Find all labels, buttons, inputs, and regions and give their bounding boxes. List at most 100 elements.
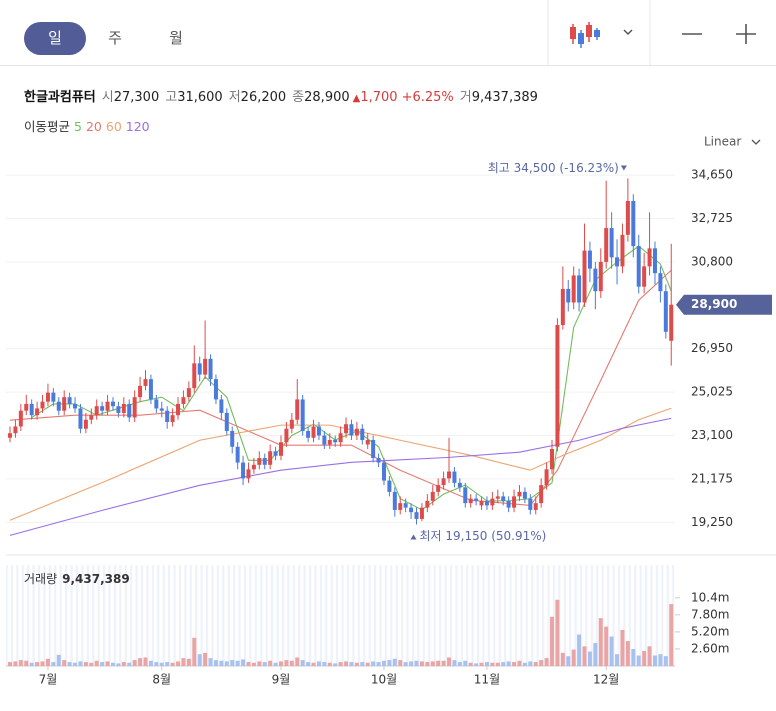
candle-body bbox=[555, 325, 560, 447]
volume-bar bbox=[192, 637, 197, 666]
candle-body bbox=[371, 440, 376, 459]
candle-body bbox=[78, 408, 83, 429]
candle-body bbox=[598, 261, 603, 292]
volume-bar bbox=[463, 660, 468, 666]
scale-label[interactable]: Linear bbox=[704, 135, 741, 149]
candle-body bbox=[197, 363, 202, 375]
candle-body bbox=[593, 268, 598, 292]
volume-bar bbox=[495, 662, 500, 666]
volume-value: 9,437,389 bbox=[62, 572, 130, 586]
candle-body bbox=[176, 403, 181, 416]
candle-body bbox=[512, 496, 517, 508]
zoom-in[interactable] bbox=[736, 24, 756, 44]
candle-body bbox=[647, 248, 652, 267]
volume-bar bbox=[105, 661, 110, 666]
stock-info: 한글과컴퓨터 시27,300 고31,600 저26,200 종28,900 ▲1,700… bbox=[24, 86, 538, 105]
candle-body bbox=[495, 496, 500, 499]
volume-bar bbox=[311, 662, 316, 666]
candle-body bbox=[484, 500, 489, 506]
candle-body bbox=[636, 246, 641, 287]
volume-bar bbox=[181, 658, 186, 666]
scale-chevron[interactable] bbox=[751, 139, 761, 145]
x-tick-label: 7월 bbox=[39, 673, 58, 687]
volume-bar bbox=[658, 654, 663, 666]
chart-type-icon[interactable] bbox=[570, 22, 600, 48]
volume-bar bbox=[306, 662, 311, 666]
candle-body bbox=[587, 250, 592, 269]
candle-body bbox=[501, 496, 506, 501]
volume-bar bbox=[425, 662, 430, 666]
volume-bar bbox=[457, 662, 462, 666]
volume-bar bbox=[636, 655, 641, 666]
volume-bar bbox=[436, 660, 441, 666]
candle-body bbox=[479, 500, 484, 506]
candle-body bbox=[83, 419, 88, 429]
tab[interactable]: 일 bbox=[24, 22, 86, 55]
candle-body bbox=[165, 410, 170, 422]
candle-body bbox=[89, 415, 94, 420]
info-value: 9,437,389 bbox=[471, 90, 538, 105]
volume-bar bbox=[360, 662, 365, 666]
dropdown-chevron[interactable] bbox=[623, 29, 633, 36]
candle-body bbox=[517, 491, 522, 497]
volume-bar bbox=[121, 662, 126, 666]
candle-body bbox=[154, 399, 159, 409]
volume-bar bbox=[550, 616, 554, 666]
volume-bar bbox=[419, 661, 424, 666]
x-tick-label: 9월 bbox=[272, 673, 291, 687]
volume-bar bbox=[501, 662, 506, 666]
candle-body bbox=[100, 406, 105, 411]
candle-body bbox=[349, 424, 354, 436]
volume-bar bbox=[631, 648, 636, 666]
volume-bar bbox=[577, 634, 582, 666]
volume-bar bbox=[89, 662, 94, 666]
candle-body bbox=[338, 433, 343, 443]
candle-body bbox=[192, 363, 197, 389]
volume-bar bbox=[230, 660, 235, 666]
candle-body bbox=[571, 275, 576, 303]
candle-body bbox=[642, 266, 647, 287]
tab[interactable]: 주 bbox=[108, 29, 122, 47]
candle-body bbox=[143, 379, 148, 386]
tab[interactable]: 월 bbox=[169, 29, 183, 47]
candle-body bbox=[430, 491, 435, 501]
candle-body bbox=[658, 273, 663, 292]
info-label: 저 bbox=[228, 90, 241, 105]
volume-bar bbox=[29, 662, 34, 666]
volume-bar bbox=[143, 657, 148, 666]
y-tick-label: 19,250 bbox=[691, 515, 733, 529]
volume-bar bbox=[67, 662, 72, 666]
volume-bar bbox=[381, 660, 386, 666]
volume-bar bbox=[587, 651, 592, 666]
volume-bar bbox=[506, 661, 511, 666]
candle-body bbox=[35, 408, 40, 416]
candle-body bbox=[490, 498, 495, 506]
volume-bar bbox=[349, 662, 354, 666]
candle-body bbox=[398, 503, 403, 510]
candle-body bbox=[268, 451, 273, 465]
candle-body bbox=[213, 379, 218, 400]
candle-body bbox=[441, 478, 446, 486]
volume-bar bbox=[365, 662, 370, 666]
volume-bar bbox=[615, 654, 620, 666]
x-tick-label: 10월 bbox=[371, 673, 397, 687]
candle-body bbox=[148, 379, 153, 400]
candle-body bbox=[322, 435, 327, 445]
change-arrow: ▲ bbox=[352, 93, 361, 104]
volume-bar bbox=[484, 662, 489, 666]
candle-body bbox=[224, 412, 229, 431]
volume-bar bbox=[642, 650, 647, 666]
candle-body bbox=[506, 500, 511, 508]
volume-bar bbox=[403, 662, 408, 666]
price-tag bbox=[676, 294, 772, 315]
volume-bar bbox=[289, 660, 294, 666]
candle-body bbox=[663, 291, 668, 332]
min-marker bbox=[410, 534, 417, 540]
x-tick-label: 12월 bbox=[593, 673, 619, 687]
volume-bar bbox=[647, 646, 652, 666]
candle-body bbox=[105, 401, 110, 411]
volume-bar bbox=[18, 660, 23, 666]
volume-bar bbox=[371, 661, 376, 666]
candle-body bbox=[316, 426, 321, 436]
